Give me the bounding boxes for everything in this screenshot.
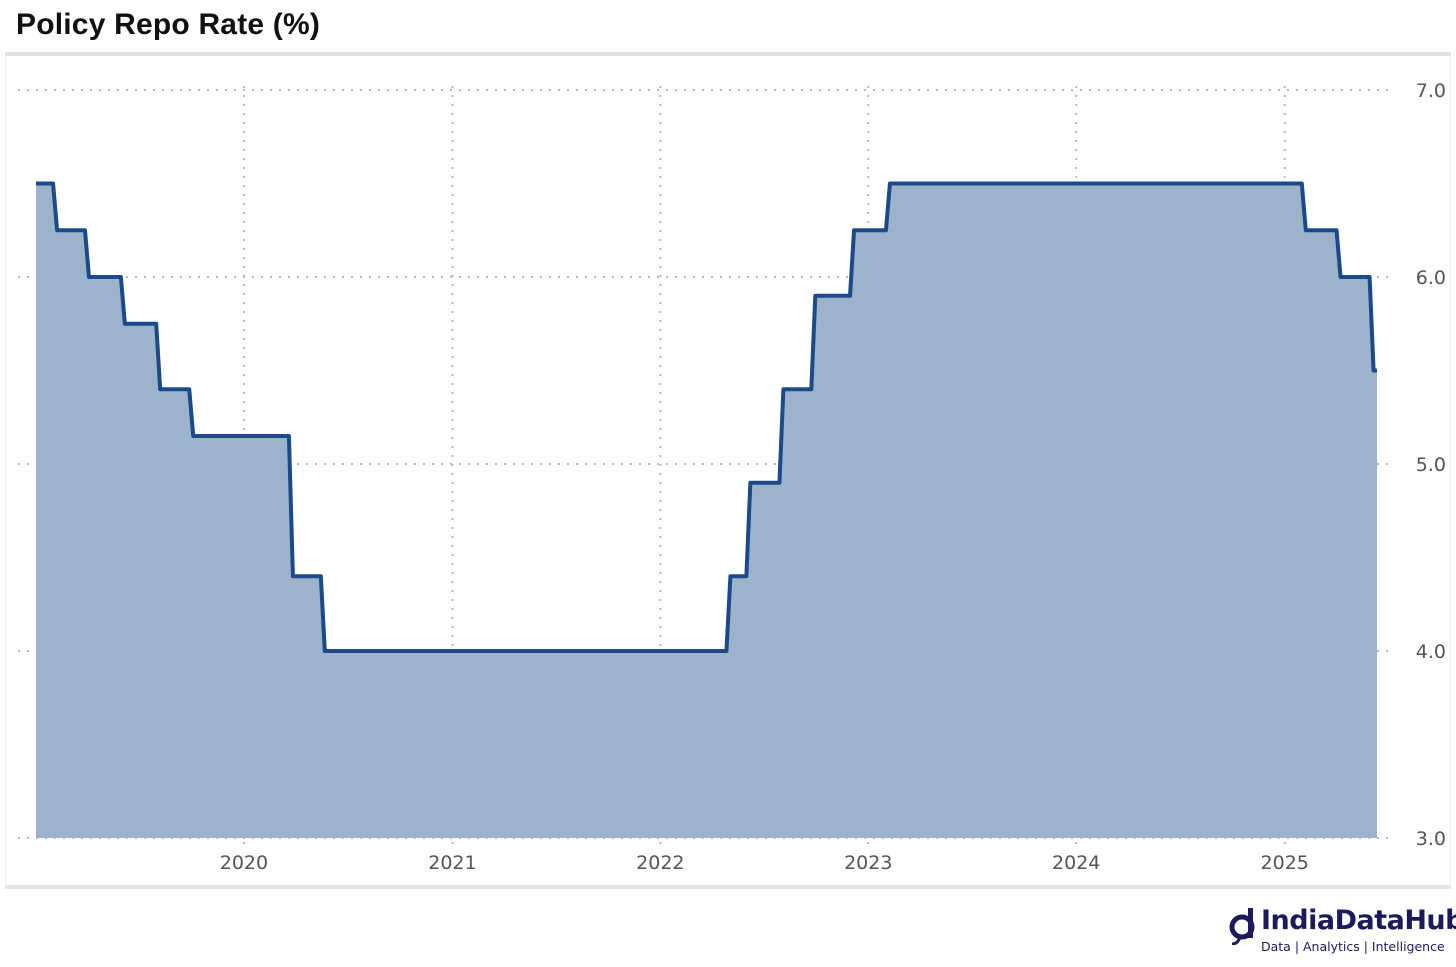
brand-logo: IndiaDataHub Data | Analytics | Intellig… xyxy=(1228,905,1456,959)
x-tick-label: 2023 xyxy=(844,852,892,874)
x-tick-label: 2024 xyxy=(1052,852,1100,874)
brand-name: IndiaDataHub xyxy=(1261,905,1456,936)
top-divider xyxy=(5,52,1451,56)
y-tick-label: 7.0 xyxy=(1416,80,1446,102)
y-tick-label: 4.0 xyxy=(1416,641,1446,663)
chart-title: Policy Repo Rate (%) xyxy=(16,8,321,41)
x-tick-label: 2022 xyxy=(636,852,684,874)
y-tick-label: 3.0 xyxy=(1416,828,1446,850)
area-fill xyxy=(36,183,1377,838)
chart-frame xyxy=(5,56,1451,885)
brand-mark-icon xyxy=(1229,908,1255,945)
y-tick-label: 5.0 xyxy=(1416,454,1446,476)
x-tick-label: 2021 xyxy=(428,852,476,874)
tick-layer: 3.0 4.0 5.0 6.0 7.0 2020 2021 2022 2023 2024 2025 xyxy=(220,80,1446,874)
x-tick-label: 2020 xyxy=(220,852,268,874)
repo-rate-line xyxy=(36,181,1377,653)
x-tick-label: 2025 xyxy=(1261,852,1309,874)
y-tick-label: 6.0 xyxy=(1416,267,1446,289)
brand-tagline: Data | Analytics | Intelligence xyxy=(1261,939,1445,954)
bottom-divider xyxy=(5,885,1451,889)
